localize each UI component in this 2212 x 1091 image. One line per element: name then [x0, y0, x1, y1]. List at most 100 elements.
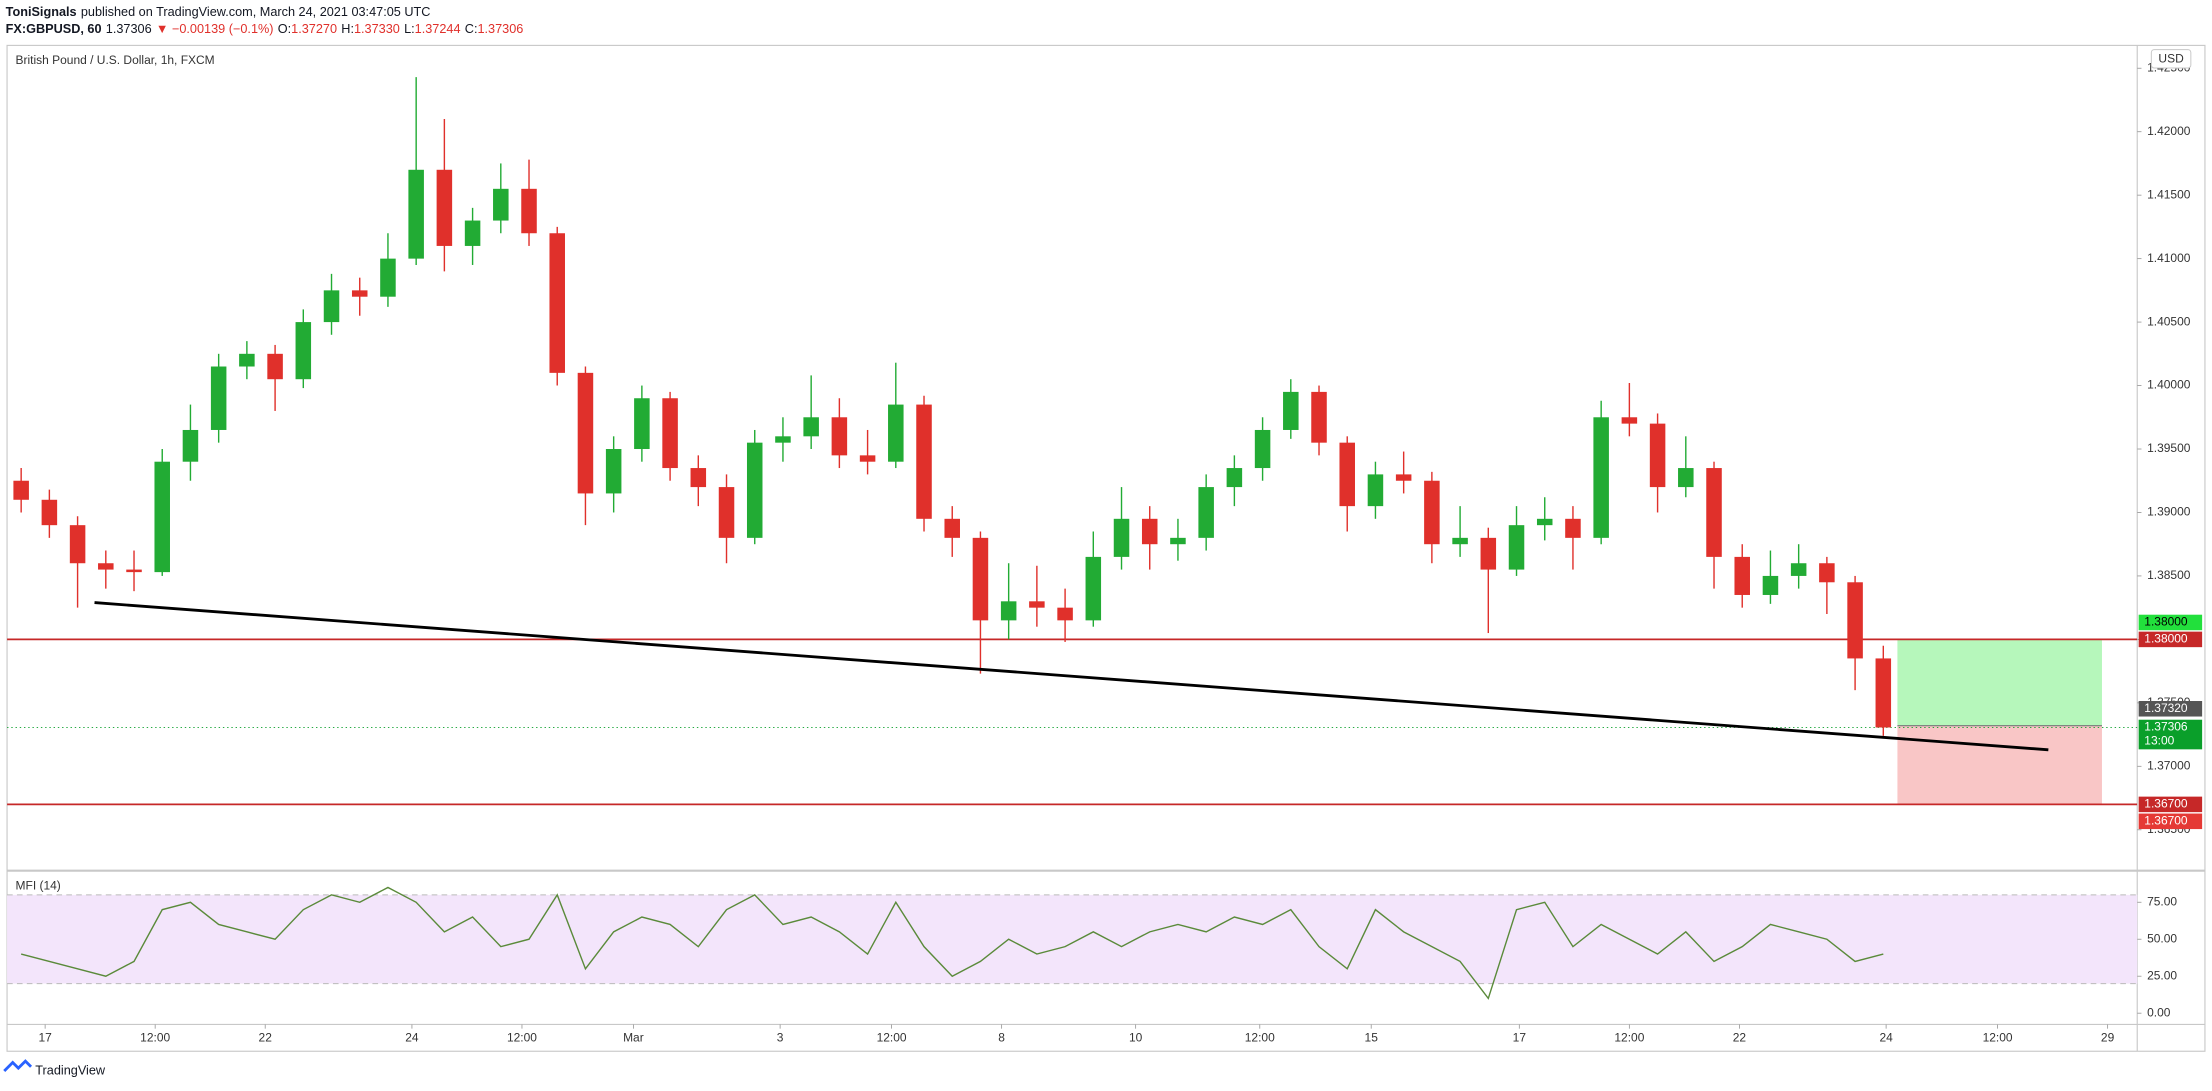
x-tick-label: 12:00 — [877, 1031, 907, 1045]
x-tick-label: 17 — [1513, 1031, 1527, 1045]
price-label-box — [2138, 813, 2203, 830]
candle-body — [41, 499, 58, 526]
candle-body — [746, 442, 763, 538]
candle-body — [1706, 468, 1722, 557]
profit-zone — [1897, 639, 2102, 726]
candle-body — [1226, 468, 1243, 488]
candle-body — [1734, 556, 1750, 595]
candle-body — [408, 169, 424, 259]
candle-body — [1283, 391, 1299, 430]
y-tick-label: 1.41000 — [2147, 251, 2191, 265]
candle-body — [1480, 537, 1497, 570]
last-price-box — [2138, 719, 2203, 750]
candle-body — [210, 366, 227, 430]
price-label: 1.36700 — [2144, 813, 2188, 827]
candle-body — [662, 398, 678, 469]
price-label-box — [2138, 701, 2203, 717]
candle-body — [1170, 537, 1186, 545]
candle-body — [380, 258, 396, 297]
y-tick-label: 75.00 — [2147, 894, 2177, 908]
ohlc-value: 1.37330 — [354, 22, 400, 36]
candle-body — [634, 398, 650, 450]
candle-body — [1649, 423, 1666, 488]
candle-body — [1113, 518, 1130, 557]
price-label-box — [2138, 631, 2203, 648]
x-tick-label: 12:00 — [1983, 1031, 2013, 1045]
x-tick-label: 22 — [259, 1031, 273, 1045]
x-tick-label: 24 — [1879, 1031, 1893, 1045]
candle-body — [549, 233, 565, 373]
price-pane — [7, 77, 2138, 806]
ohlc-value: 1.37244 — [415, 22, 461, 36]
logo — [3, 1059, 33, 1072]
candle-body — [1565, 518, 1581, 538]
candle-body — [803, 417, 819, 437]
candle-body — [126, 569, 142, 573]
candle-body — [859, 455, 876, 462]
candle-body — [577, 372, 594, 494]
y-tick-label: 50.00 — [2147, 931, 2177, 945]
last-price-time: 13:00 — [2144, 734, 2174, 748]
x-tick-label: 29 — [2101, 1031, 2115, 1045]
candle-body — [1536, 518, 1553, 526]
x-tick-label: 12:00 — [140, 1031, 170, 1045]
candle-body — [1000, 601, 1017, 621]
candle-body — [1875, 658, 1892, 728]
x-tick-label: 17 — [38, 1031, 52, 1045]
last-price: 1.37306 — [106, 22, 152, 36]
candle-body — [1790, 563, 1807, 576]
candle-body — [295, 322, 312, 380]
candle-body — [1254, 429, 1271, 469]
candle-body — [323, 290, 340, 323]
candle-body — [1452, 537, 1468, 545]
ohlc-value: 1.37270 — [291, 22, 337, 36]
frame — [6, 44, 2206, 1052]
mfi-pane — [7, 886, 2138, 1000]
currency-box[interactable] — [2150, 49, 2192, 69]
indicator-title: MFI (14) — [16, 878, 61, 892]
y-tick-label: 1.40500 — [2147, 314, 2191, 328]
candle-body — [1762, 575, 1779, 595]
x-tick-label: 10 — [1129, 1031, 1143, 1045]
ohlc-label: L: — [404, 22, 415, 36]
ohlc-label: C: — [465, 22, 478, 36]
candle-body — [351, 290, 368, 297]
symbol: FX:GBPUSD, 60 — [6, 22, 102, 36]
mfi-band — [7, 894, 2138, 984]
candle-body — [267, 353, 283, 380]
candle-body — [493, 188, 509, 221]
price-label-box — [2138, 614, 2203, 631]
loss-zone — [1897, 725, 2102, 805]
ohlc-label: H: — [341, 22, 354, 36]
candle-body — [69, 525, 86, 564]
currency[interactable]: USD — [2158, 52, 2184, 66]
y-tick-label: 1.39000 — [2147, 505, 2191, 519]
x-tick-label: 8 — [998, 1031, 1005, 1045]
x-tick-label: 3 — [777, 1031, 784, 1045]
candle-body — [1057, 607, 1073, 621]
candle-body — [1508, 525, 1525, 570]
candle-body — [605, 449, 622, 494]
last-price-label: 1.37306 — [2144, 720, 2188, 734]
y-tick-label: 1.38500 — [2147, 568, 2191, 582]
candle-body — [1678, 468, 1694, 488]
candle-body — [1847, 582, 1863, 659]
header-line-1: ToniSignals published on TradingView.com,… — [6, 5, 431, 19]
candle-body — [521, 188, 537, 234]
x-tick-label: 15 — [1365, 1031, 1379, 1045]
candle-body — [972, 537, 989, 621]
candle-body — [1198, 487, 1214, 538]
price-label: 1.38000 — [2144, 615, 2188, 629]
y-tick-label: 1.37000 — [2147, 758, 2191, 772]
candle-body — [775, 436, 791, 443]
chart-title: British Pound / U.S. Dollar, 1h, FXCM — [16, 53, 215, 67]
x-tick-label: 22 — [1733, 1031, 1747, 1045]
header-line-2: FX:GBPUSD, 60 1.37306 ▼ −0.00139 (−0.1%) O:… — [6, 22, 524, 36]
y-tick-label: 1.42000 — [2147, 124, 2191, 138]
x-tick-label: 12:00 — [507, 1031, 537, 1045]
candle-body — [888, 404, 904, 462]
change: ▼ −0.00139 (−0.1%) — [156, 22, 274, 36]
candle-body — [98, 563, 114, 570]
